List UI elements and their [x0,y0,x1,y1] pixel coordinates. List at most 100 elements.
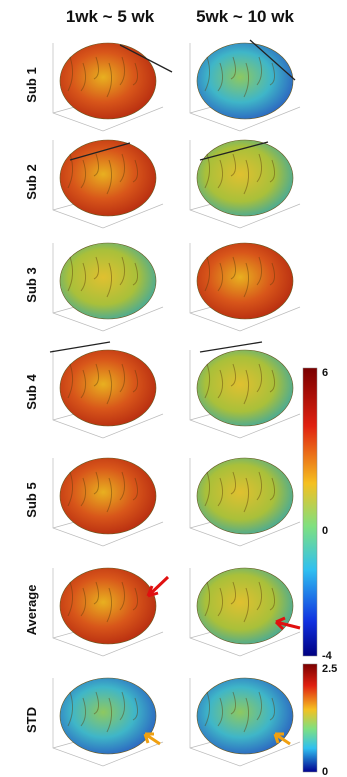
brain-fold [256,256,263,286]
column-header: 5wk ~ 10 wk [196,7,294,26]
brain-fold [132,369,139,393]
brain-fold [217,697,224,727]
brain-fold [80,477,87,507]
brain-fold [230,691,237,715]
brain-fold [106,159,113,195]
brain-fold [204,153,211,189]
brain-fold [93,691,100,715]
brain [59,567,157,645]
brain-fold [217,477,224,507]
arrow [274,616,301,631]
brain-fold [67,153,74,189]
colorbar-label: 0 [322,766,328,777]
brain-fold [93,581,100,605]
column-header: 1wk ~ 5 wk [66,7,155,26]
brain-fold [217,587,224,617]
brain-fold [269,262,276,286]
row-label: STD [24,707,39,733]
colorbar-label: 6 [322,367,328,379]
row-label: Sub 5 [24,482,39,517]
brain-fold [119,471,126,501]
brain [59,242,157,320]
brain-fold [67,581,74,617]
brain-fold [217,159,224,189]
brain-fold [132,159,139,183]
brain [196,42,294,120]
brain-fold [119,256,126,286]
brain-fold [217,262,224,292]
brain-fold [243,62,250,98]
arrow [49,341,111,353]
brain-fold [243,587,250,623]
arrow [199,141,269,161]
colorbar-label: 0 [322,525,328,537]
brain-fold [256,153,263,183]
brain-fold [204,471,211,507]
brain-fold [256,56,263,86]
brain-fold [132,262,139,286]
brain-fold [269,477,276,501]
brain-fold [93,256,100,280]
brain-fold [80,62,87,92]
brain [196,242,294,320]
brain-fold [256,471,263,501]
brain-fold [119,56,126,86]
brain-fold [93,56,100,80]
arrow [119,44,173,73]
brain-fold [230,256,237,280]
row-label: Average [24,585,39,636]
brain-fold [119,691,126,721]
brain [196,349,294,427]
brain-fold [269,369,276,393]
brain-fold [256,363,263,393]
brain-fold [243,697,250,733]
brain-fold [217,62,224,92]
brain [59,42,157,120]
brain-fold [119,363,126,393]
row-label: Sub 1 [24,67,39,102]
brain-fold [230,471,237,495]
arrow [199,341,263,353]
brain-fold [106,477,113,513]
colorbar-label: -4 [322,650,333,662]
brain-fold [230,56,237,80]
brain-fold [204,581,211,617]
brain-fold [93,363,100,387]
brain-fold [230,363,237,387]
brain-fold [243,369,250,405]
brain-fold [67,56,74,92]
brain-fold [106,62,113,98]
brain [59,457,157,535]
brain-fold [67,471,74,507]
brain [59,677,157,755]
brain-fold [106,697,113,733]
brain-fold [80,697,87,727]
brain-fold [132,697,139,721]
brain-fold [119,581,126,611]
brain-fold [204,56,211,92]
brain-fold [80,587,87,617]
brain-fold [243,477,250,513]
brain-fold [67,363,74,399]
arrow [249,39,296,81]
colorbar [302,367,318,657]
arrow [143,732,161,746]
brain-fold [230,581,237,605]
colorbar [302,663,318,773]
brain [59,139,157,217]
brain-fold [80,262,87,292]
row-label: Sub 2 [24,164,39,199]
brain-fold [93,471,100,495]
brain-fold [106,262,113,298]
brain-fold [106,369,113,405]
brain-fold [67,256,74,292]
brain-fold [93,153,100,177]
brain-fold [217,369,224,399]
brain-fold [80,369,87,399]
brain-fold [243,262,250,298]
brain-fold [243,159,250,195]
brain [196,567,294,645]
brain [196,139,294,217]
brain-fold [132,477,139,501]
